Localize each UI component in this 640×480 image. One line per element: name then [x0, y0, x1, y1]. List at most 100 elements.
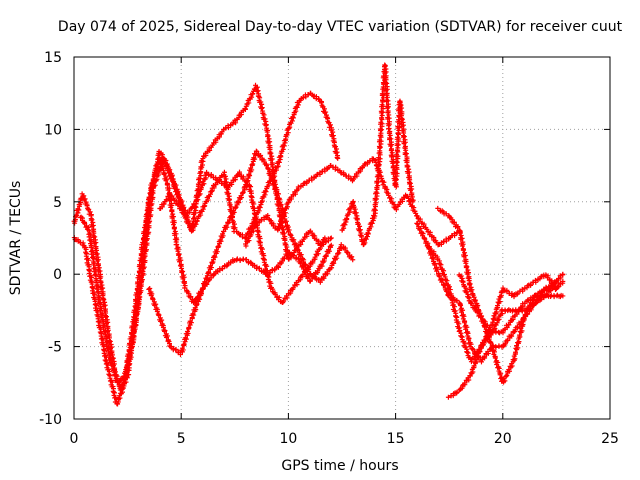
data-point — [265, 140, 271, 146]
data-point — [557, 273, 563, 279]
data-point — [96, 269, 102, 275]
data-point — [393, 169, 399, 175]
data-point — [94, 303, 100, 309]
data-point — [428, 252, 434, 258]
data-point — [136, 272, 142, 278]
data-point — [512, 356, 518, 362]
data-point — [264, 263, 270, 269]
data-point — [290, 192, 296, 198]
data-point — [141, 229, 147, 235]
data-point — [355, 169, 361, 175]
data-point — [350, 257, 356, 263]
data-point — [254, 88, 260, 94]
data-point — [560, 293, 566, 299]
y-tick-label: 10 — [44, 122, 62, 138]
data-point — [158, 166, 164, 172]
data-point — [381, 179, 387, 185]
data-point — [272, 225, 278, 231]
axis-ticks: 0 5 10 15 20 25 -10 -5 0 5 10 15 — [39, 50, 619, 447]
data-point — [111, 369, 117, 375]
data-point — [193, 221, 199, 227]
data-point — [131, 333, 137, 339]
y-tick-label: 5 — [53, 195, 62, 211]
data-point — [233, 120, 239, 126]
data-point — [220, 229, 226, 235]
data-point — [473, 297, 479, 303]
data-point — [173, 242, 179, 248]
y-tick-label: -5 — [48, 340, 62, 356]
data-point — [234, 256, 240, 262]
data-point — [273, 188, 279, 194]
data-point — [250, 91, 256, 97]
series-sat-h — [414, 220, 566, 385]
data-point — [419, 220, 425, 226]
data-point — [504, 325, 510, 331]
data-point — [410, 199, 416, 205]
data-point — [267, 172, 273, 178]
data-point — [468, 288, 474, 294]
data-point — [490, 343, 496, 349]
data-point — [90, 285, 96, 291]
data-point — [377, 137, 383, 143]
data-point — [152, 182, 158, 188]
data-point — [295, 102, 301, 108]
data-point — [198, 289, 204, 295]
data-point — [297, 253, 303, 259]
data-point — [152, 302, 158, 308]
data-point — [169, 215, 175, 221]
data-point — [491, 349, 497, 355]
data-point — [461, 254, 467, 260]
data-point — [268, 280, 274, 286]
data-point — [389, 150, 395, 156]
data-point — [291, 253, 297, 259]
data-point — [194, 218, 200, 224]
data-point — [256, 229, 262, 235]
data-point — [93, 252, 99, 258]
data-point — [197, 191, 203, 197]
data-point — [219, 265, 225, 271]
data-point — [472, 298, 478, 304]
data-point — [179, 269, 185, 275]
data-point — [225, 187, 231, 193]
data-point — [143, 247, 149, 253]
data-point — [136, 305, 142, 311]
series-sat-d — [157, 90, 341, 241]
data-point — [556, 276, 562, 282]
data-point — [519, 286, 525, 292]
data-point — [447, 287, 453, 293]
data-point — [171, 226, 177, 232]
x-tick-label: 20 — [494, 431, 512, 447]
data-marks — [71, 62, 566, 407]
data-point — [504, 372, 510, 378]
data-point — [246, 171, 252, 177]
data-point — [191, 214, 197, 220]
data-point — [386, 126, 392, 132]
data-point — [376, 143, 382, 149]
data-point — [147, 285, 153, 291]
y-tick-label: -10 — [39, 412, 62, 428]
data-point — [169, 173, 175, 179]
data-point — [275, 264, 281, 270]
data-point — [463, 326, 469, 332]
data-point — [149, 201, 155, 207]
data-point — [463, 265, 469, 271]
data-point — [181, 341, 187, 347]
y-tick-label: 15 — [44, 50, 62, 66]
data-point — [462, 340, 468, 346]
data-point — [259, 246, 265, 252]
data-point — [336, 250, 342, 256]
x-axis-label: GPS time / hours — [281, 458, 398, 474]
data-point — [290, 238, 296, 244]
data-point — [254, 84, 260, 90]
data-point — [400, 134, 406, 140]
data-point — [316, 238, 322, 244]
data-point — [158, 318, 164, 324]
data-point — [379, 102, 385, 108]
data-point — [268, 157, 274, 163]
data-point — [166, 169, 172, 175]
data-point — [237, 258, 243, 264]
data-point — [290, 114, 296, 120]
data-point — [155, 170, 161, 176]
data-point — [248, 232, 254, 238]
data-point — [275, 263, 281, 269]
